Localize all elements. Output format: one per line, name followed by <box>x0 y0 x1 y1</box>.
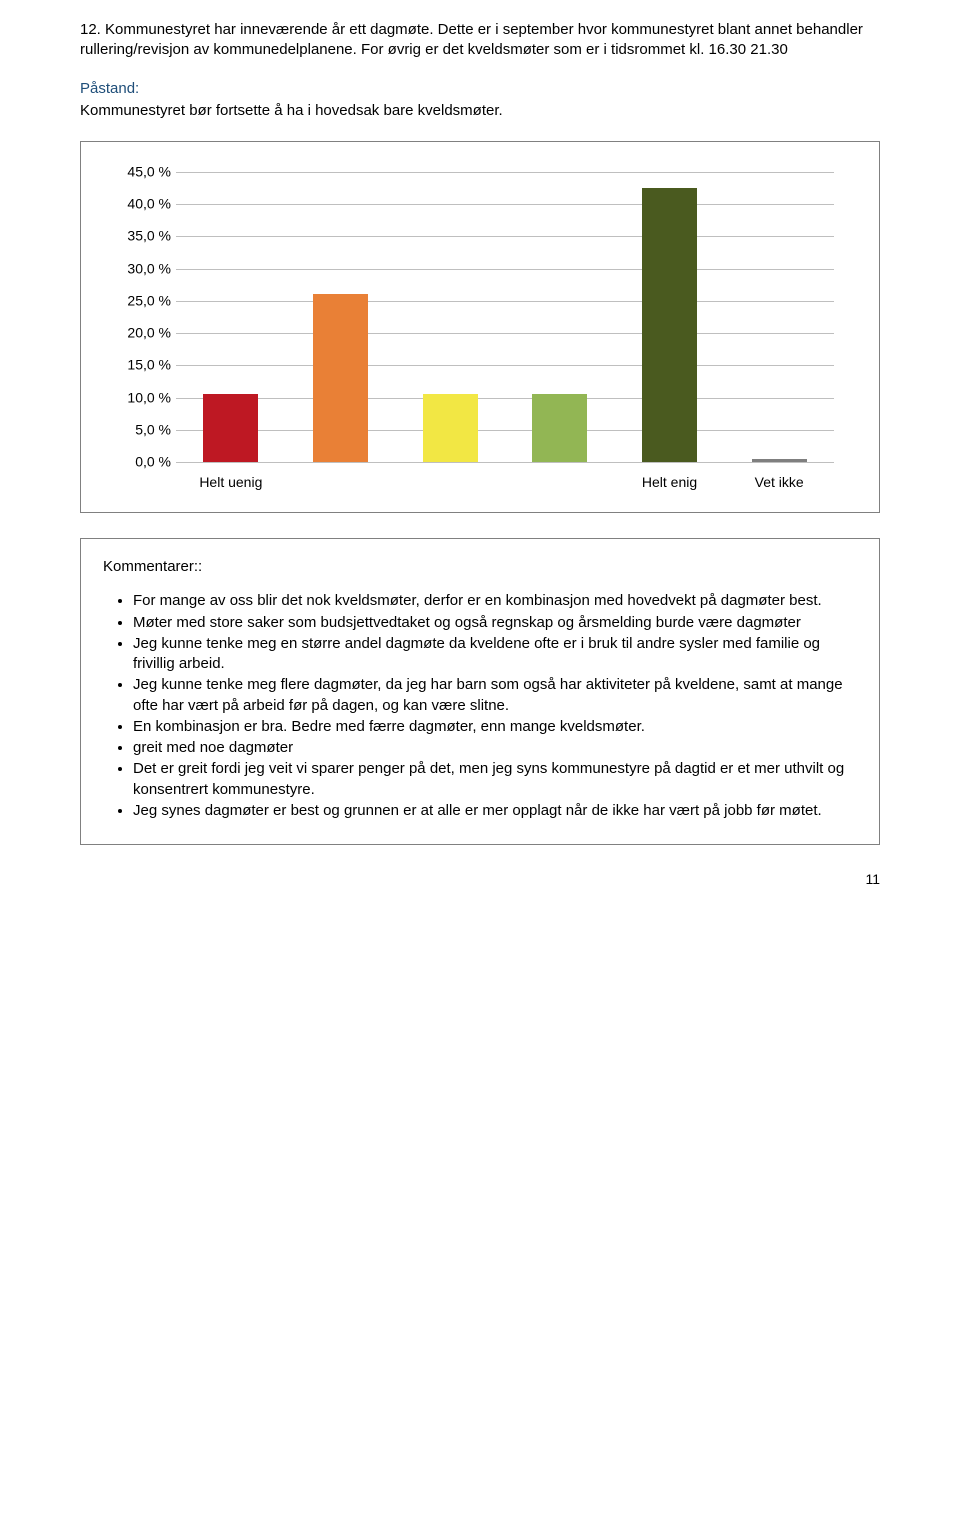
y-axis-tick-label: 10,0 % <box>116 388 171 407</box>
plot-area <box>176 172 834 462</box>
chart-bar <box>203 394 258 462</box>
x-axis-labels: Helt uenig Helt enigVet ikke <box>176 473 834 492</box>
bar-chart-container: 0,0 % 5,0 % 10,0 % 15,0 % 20,0 % 25,0 % 30,0 %… <box>80 141 880 513</box>
gridline <box>176 462 834 463</box>
intro-paragraph: 12. Kommunestyret har inneværende år ett… <box>80 20 880 61</box>
bar-slot <box>724 172 834 462</box>
chart-bar <box>642 188 697 462</box>
comments-title: Kommentarer:: <box>103 557 857 577</box>
x-axis-tick-label: Helt enig <box>615 473 725 492</box>
bar-slot <box>395 172 505 462</box>
bar-slot <box>286 172 396 462</box>
comment-item: Det er greit fordi jeg veit vi sparer pe… <box>133 759 857 800</box>
x-axis-tick-label: Vet ikke <box>724 473 834 492</box>
chart-bar <box>752 459 807 462</box>
comment-item: greit med noe dagmøter <box>133 738 857 758</box>
bar-chart: 0,0 % 5,0 % 10,0 % 15,0 % 20,0 % 25,0 % 30,0 %… <box>116 172 844 492</box>
x-axis-tick-label: Helt uenig <box>176 473 286 492</box>
pastand-text: Kommunestyret bør fortsette å ha i hoved… <box>80 101 880 121</box>
chart-bar <box>313 294 368 462</box>
comment-item: Møter med store saker som budsjettvedtak… <box>133 613 857 633</box>
page-number: 11 <box>80 870 880 889</box>
comments-box: Kommentarer:: For mange av oss blir det … <box>80 538 880 845</box>
y-axis-tick-label: 25,0 % <box>116 291 171 310</box>
y-axis-tick-label: 15,0 % <box>116 356 171 375</box>
y-axis-tick-label: 20,0 % <box>116 324 171 343</box>
comments-list: For mange av oss blir det nok kveldsmøte… <box>103 591 857 821</box>
y-axis-tick-label: 35,0 % <box>116 227 171 246</box>
comment-item: Jeg kunne tenke meg flere dagmøter, da j… <box>133 675 857 716</box>
y-axis-tick-label: 30,0 % <box>116 259 171 278</box>
chart-bar <box>532 394 587 462</box>
y-axis-tick-label: 5,0 % <box>116 420 171 439</box>
y-axis-tick-label: 40,0 % <box>116 195 171 214</box>
y-axis-tick-label: 0,0 % <box>116 453 171 472</box>
bar-slot <box>615 172 725 462</box>
comment-item: Jeg kunne tenke meg en større andel dagm… <box>133 634 857 675</box>
comment-item: En kombinasjon er bra. Bedre med færre d… <box>133 717 857 737</box>
bar-slot <box>176 172 286 462</box>
comment-item: Jeg synes dagmøter er best og grunnen er… <box>133 801 857 821</box>
pastand-label: Påstand: <box>80 79 880 99</box>
x-axis-tick-label <box>286 473 396 492</box>
y-axis-tick-label: 45,0 % <box>116 163 171 182</box>
x-axis-tick-label <box>395 473 505 492</box>
bar-slot <box>505 172 615 462</box>
chart-bar <box>423 394 478 462</box>
x-axis-tick-label <box>505 473 615 492</box>
comment-item: For mange av oss blir det nok kveldsmøte… <box>133 591 857 611</box>
